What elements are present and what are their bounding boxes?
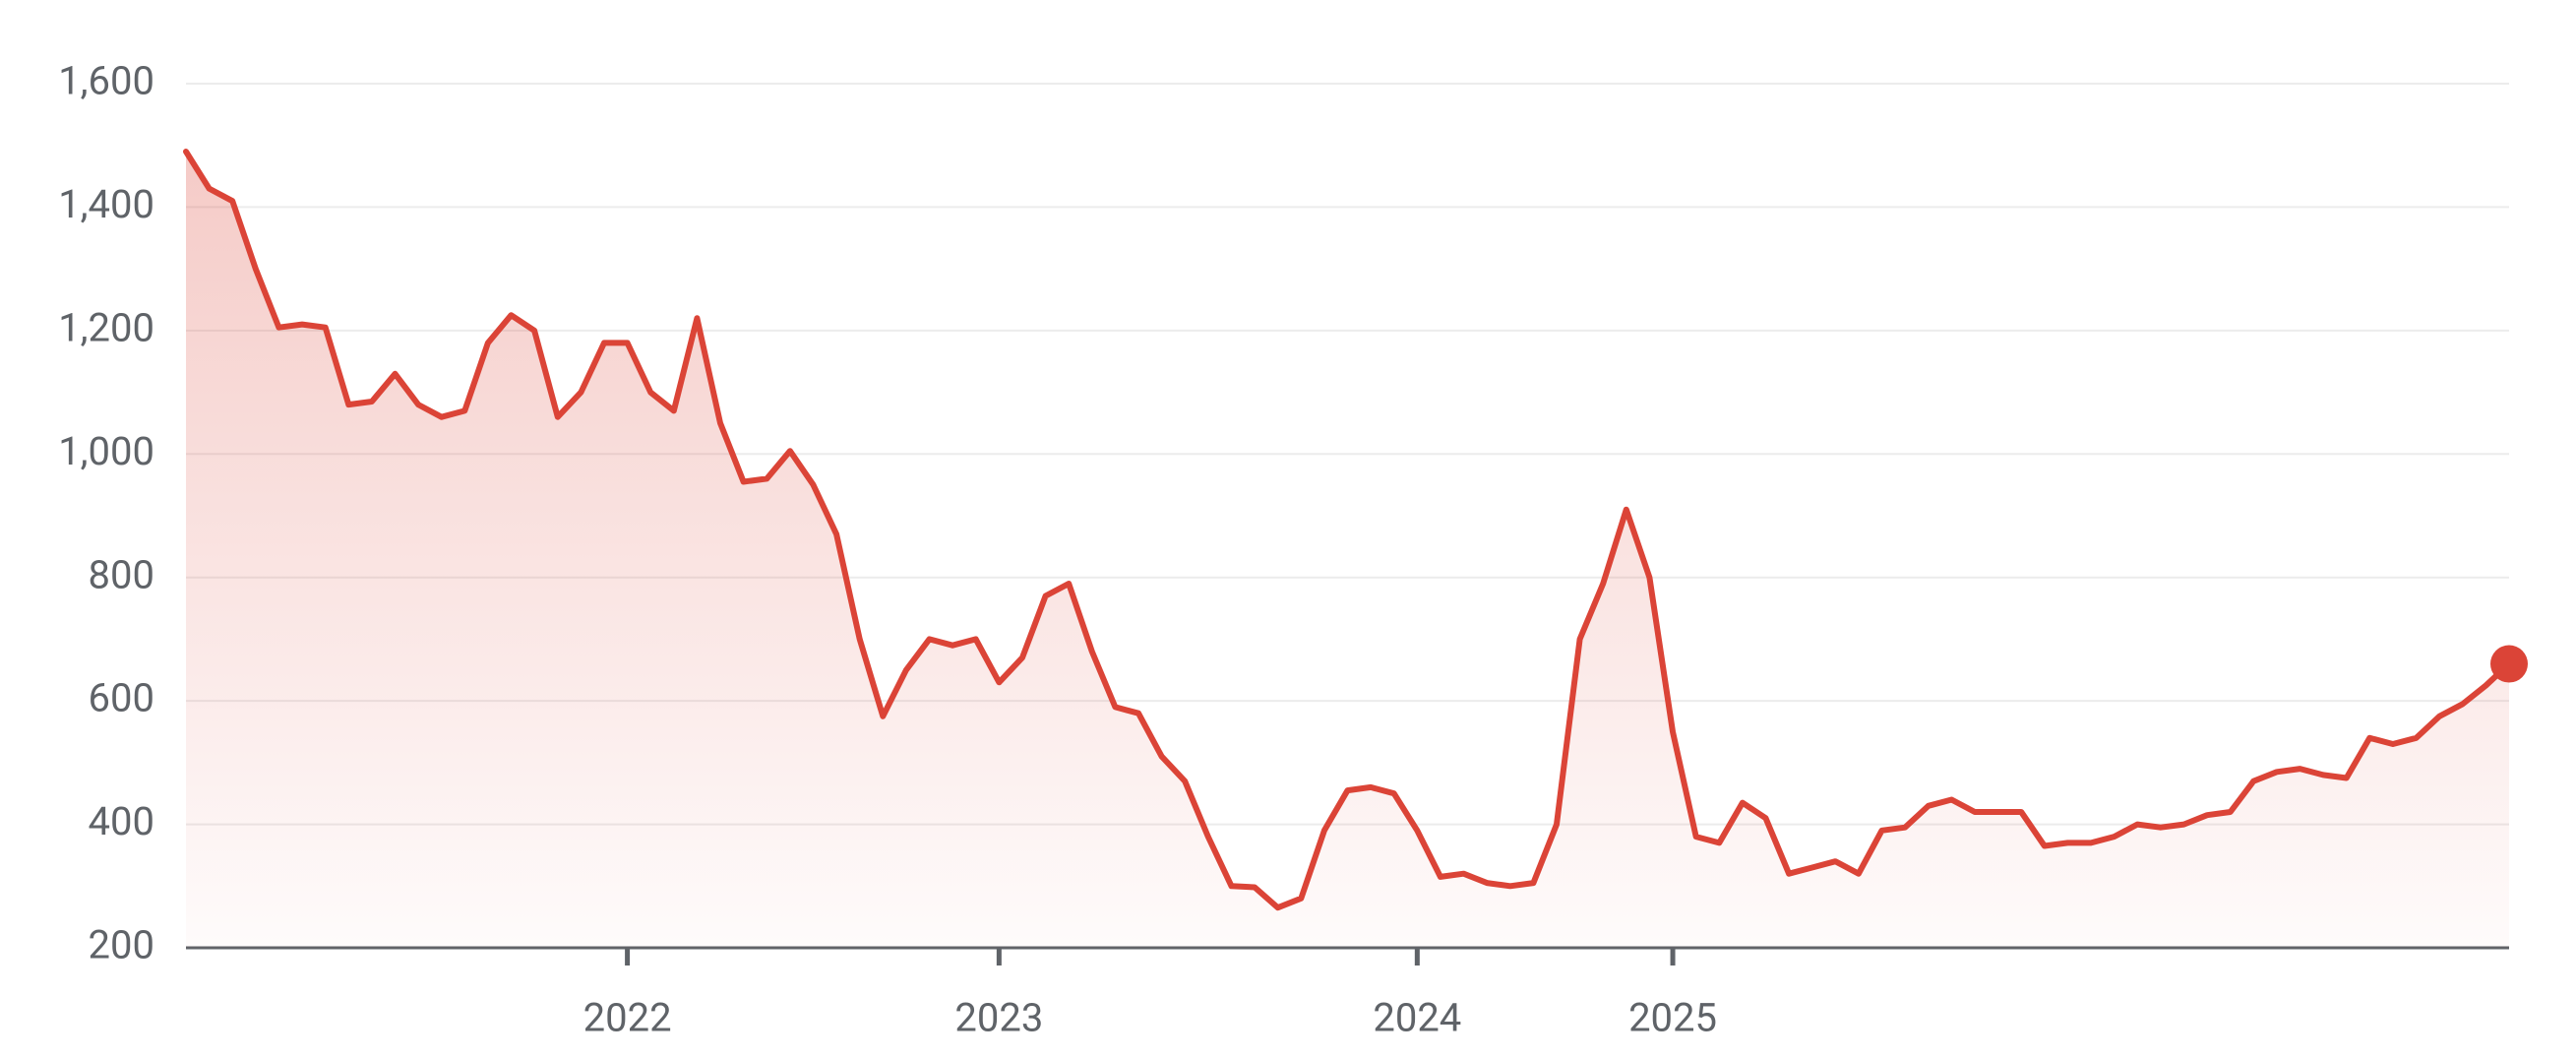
line: [183, 149, 2512, 911]
y-tick-label: 1,200: [58, 304, 154, 350]
x-tick-label: 2023: [954, 995, 1043, 1041]
end-point: [2490, 645, 2528, 683]
y-tick-label: 800: [89, 551, 154, 597]
y-tick-label: 600: [89, 675, 154, 721]
area: [186, 152, 2509, 948]
y-tick-label: 1,000: [58, 428, 154, 474]
y-tick-label: 1,400: [58, 181, 154, 227]
y-tick-label: 400: [89, 798, 154, 844]
y-tick-label: 200: [89, 922, 154, 968]
x-tick-label: 2022: [583, 995, 672, 1041]
x-tick-label: 2024: [1373, 995, 1461, 1041]
x-tick-label: 2025: [1628, 995, 1717, 1041]
y-tick-label: 1,600: [58, 58, 154, 104]
